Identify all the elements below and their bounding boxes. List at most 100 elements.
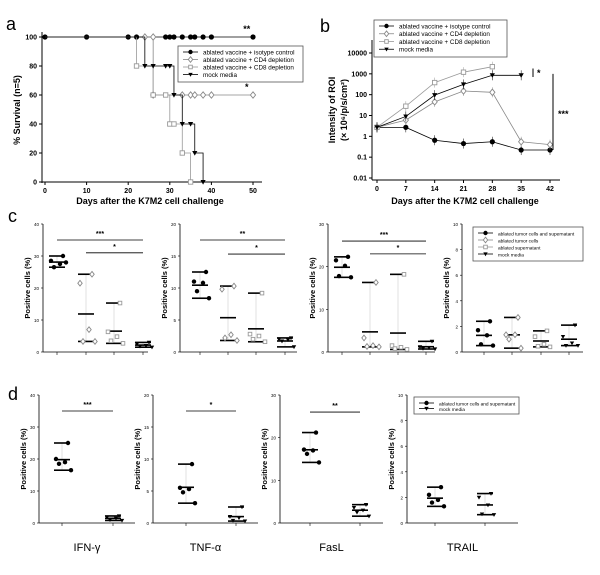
marker-circle <box>333 258 339 263</box>
marker-triangle <box>560 335 566 339</box>
marker-circle <box>191 279 197 284</box>
marker-triangle <box>119 518 125 523</box>
legend-entry: mock media <box>399 47 433 54</box>
marker-circle <box>384 23 389 29</box>
category-label: FasL <box>319 542 343 554</box>
panel-c4-scatter-chart: 0 2 4 6 8 10 Positive cells (%) ablated tumor c… <box>442 222 584 355</box>
marker-circle <box>188 49 193 55</box>
y-tick-label: 4 <box>400 470 403 475</box>
x-tick-label: 40 <box>208 188 216 195</box>
y-tick-label: 15 <box>144 425 150 430</box>
marker-circle <box>301 447 307 452</box>
marker-square <box>403 103 409 109</box>
x-tick-label: 7 <box>404 186 408 193</box>
marker-circle <box>348 275 354 280</box>
y-tick-label: 0 <box>36 350 39 355</box>
category-label: TRAIL <box>447 542 478 554</box>
y-axis-label: Positive cells (%) <box>387 428 396 490</box>
marker-square <box>532 334 538 339</box>
marker-square <box>384 39 389 44</box>
marker-triangle <box>171 93 177 98</box>
marker-diamond <box>219 285 225 293</box>
marker-triangle <box>291 345 297 350</box>
legend-entry: ablated vaccine + CD4 depletion <box>399 31 490 38</box>
marker-square <box>150 92 156 98</box>
marker-circle <box>177 485 183 490</box>
series-line <box>45 36 204 182</box>
y-tick-label: 0 <box>33 180 37 187</box>
y-axis-label: Positive cells (%) <box>160 257 169 319</box>
marker-circle <box>518 147 524 153</box>
marker-square <box>544 328 550 334</box>
y-axis-label: % Survival (n=5) <box>12 75 22 145</box>
marker-triangle <box>236 516 242 521</box>
marker-square <box>256 333 262 339</box>
panel-d3-scatter-chart: 0 10 20 30 Positive cells (%) FasL ** <box>260 393 383 554</box>
marker-triangle <box>489 73 495 78</box>
marker-triangle <box>384 47 389 52</box>
marker-diamond <box>361 334 367 342</box>
significance-label: ** <box>243 24 251 34</box>
marker-square <box>250 336 256 342</box>
marker-circle <box>192 34 198 40</box>
marker-triangle <box>432 347 438 352</box>
x-tick-label: 10 <box>83 188 91 195</box>
marker-square <box>188 64 193 70</box>
significance-label: ** <box>240 231 246 238</box>
y-axis-label: Intensity of ROI <box>327 77 337 144</box>
marker-triangle <box>374 125 380 130</box>
marker-diamond <box>187 91 194 99</box>
marker-circle <box>475 328 481 333</box>
panel-d2-scatter-chart: 0 5 10 15 20 Positive cells (%) TNF-α * <box>133 393 258 554</box>
marker-triangle <box>429 339 435 344</box>
marker-diamond <box>208 91 215 99</box>
y-axis-label: Positive cells (%) <box>308 257 317 319</box>
marker-diamond <box>506 335 512 343</box>
y-tick-label: 20 <box>29 151 37 158</box>
marker-triangle <box>188 72 193 77</box>
marker-triangle <box>146 340 152 345</box>
y-tick-label: 10 <box>319 307 325 312</box>
marker-triangle <box>417 345 423 350</box>
legend-entry: ablated tumor cells and supernatant <box>439 401 516 407</box>
marker-square <box>432 79 438 86</box>
marker-circle <box>426 492 432 498</box>
x-tick-label: 42 <box>546 186 554 193</box>
marker-circle <box>53 456 59 462</box>
marker-triangle <box>242 519 248 524</box>
marker-circle <box>179 34 185 40</box>
marker-diamond <box>515 313 521 321</box>
category-label: IFN-γ <box>74 542 101 554</box>
y-tick-label: 8 <box>400 419 403 424</box>
y-tick-label: 10 <box>30 489 36 494</box>
marker-square <box>262 339 268 345</box>
marker-diamond <box>228 331 234 339</box>
x-tick-label: 20 <box>124 188 132 195</box>
marker-triangle <box>366 514 372 519</box>
marker-square <box>259 290 265 296</box>
legend-entry: mock media <box>203 72 237 79</box>
x-tick-label: 28 <box>488 186 496 193</box>
marker-circle <box>200 280 206 286</box>
marker-triangle <box>563 344 569 348</box>
marker-circle <box>489 139 495 145</box>
x-axis-label: Days after the K7M2 cell challenge <box>76 196 224 206</box>
y-tick-label: 6 <box>455 273 458 278</box>
marker-triangle <box>420 346 426 351</box>
marker-circle <box>478 342 484 347</box>
x-tick-label: 0 <box>375 186 379 193</box>
marker-diamond <box>364 342 370 350</box>
marker-circle <box>316 460 322 465</box>
marker-circle <box>547 147 553 153</box>
marker-diamond <box>489 88 496 97</box>
legend: ablated vaccine + isotype controlablated… <box>177 45 304 83</box>
y-tick-label: 0 <box>146 521 149 526</box>
marker-circle <box>62 460 68 465</box>
marker-square <box>108 338 114 344</box>
marker-circle <box>203 269 209 275</box>
y-tick-label: 20 <box>319 265 325 270</box>
